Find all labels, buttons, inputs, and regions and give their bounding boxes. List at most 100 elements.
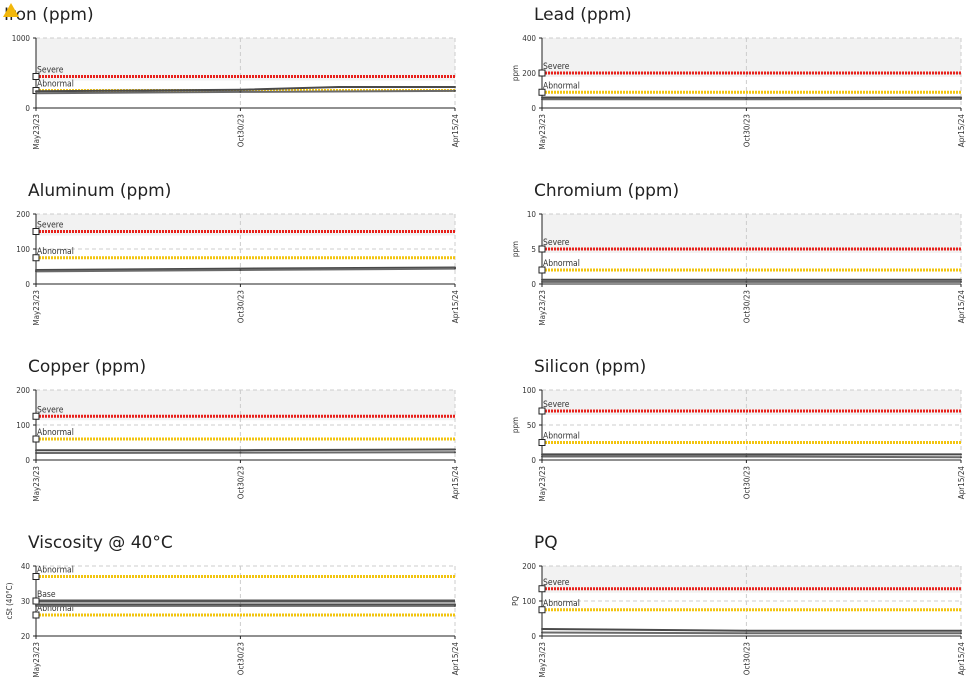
- limit-label: Severe: [37, 221, 64, 231]
- y-tick-label: 30: [21, 597, 31, 606]
- y-tick-label: 0: [25, 456, 30, 465]
- data-point: [745, 280, 748, 283]
- x-tick-label: Apr15/24: [957, 114, 966, 148]
- chart-title-text: Silicon (ppm): [534, 357, 647, 377]
- y-axis-label: ppm: [511, 241, 520, 257]
- x-tick-label: May23/23: [538, 290, 547, 326]
- chart-panel: Silicon (ppm) 0 50 100 ppm May23/23 Oct30/23 Ap…: [506, 354, 976, 514]
- data-point: [454, 89, 456, 92]
- chart-title: Aluminum (ppm): [28, 178, 171, 204]
- x-tick-label: May23/23: [538, 114, 547, 150]
- chart-title: PQ: [534, 530, 558, 556]
- data-point: [745, 632, 748, 635]
- chart-title-text: Viscosity @ 40°C: [28, 533, 173, 553]
- limit-label: Abnormal: [543, 599, 580, 609]
- y-axis-label: ppm: [511, 65, 520, 81]
- chart-panel: Lead (ppm) 0 200 400 ppm May23/23 Oct30/23 Apr1…: [506, 2, 976, 162]
- y-tick-label: 40: [21, 562, 31, 571]
- y-axis-label: ppm: [511, 417, 520, 433]
- y-axis-label: cSt (40°C): [5, 582, 14, 619]
- limit-label: Severe: [543, 238, 570, 248]
- data-series-line: [541, 631, 961, 635]
- data-point: [960, 632, 962, 635]
- y-tick-label: 0: [531, 456, 536, 465]
- limit-label: Abnormal: [543, 432, 580, 442]
- data-series-line: [541, 628, 961, 632]
- limit-label: Severe: [543, 62, 570, 72]
- severe-band: [36, 214, 455, 236]
- x-tick-label: May23/23: [538, 466, 547, 502]
- severe-band: [542, 390, 961, 415]
- limit-marker: [32, 228, 40, 235]
- data-point: [745, 453, 748, 456]
- x-tick-label: Oct30/23: [742, 290, 751, 323]
- limit-label: Severe: [543, 578, 570, 588]
- x-tick-label: Oct30/23: [742, 642, 751, 675]
- data-point: [35, 449, 37, 452]
- limit-marker: [538, 245, 546, 253]
- data-point: [541, 278, 543, 281]
- limit-marker: [538, 266, 546, 274]
- data-point: [239, 604, 242, 607]
- limit-marker: [538, 606, 546, 614]
- limit-marker: [538, 585, 546, 593]
- chart-svg: 0 1000 May23/23 Oct30/23 Apr15/24 Severe Abnor…: [12, 34, 460, 150]
- limit-marker: [538, 407, 546, 415]
- y-tick-label: 1000: [12, 34, 31, 43]
- limit-label: Severe: [37, 405, 64, 415]
- x-tick-label: May23/23: [32, 466, 41, 502]
- y-tick-label: 20: [21, 632, 31, 641]
- chart-panel: Viscosity @ 40°C 20 30 40 cSt (40°C) May23/23…: [0, 530, 470, 690]
- chart-title-text: Lead (ppm): [534, 5, 632, 25]
- limit-label: Severe: [37, 66, 64, 76]
- data-point: [541, 453, 543, 456]
- data-point: [745, 98, 748, 101]
- chart-title: Copper (ppm): [28, 354, 146, 380]
- data-point: [541, 98, 543, 101]
- y-axis-label: PQ: [511, 596, 520, 606]
- data-point: [541, 96, 543, 99]
- data-point: [454, 451, 456, 454]
- limit-marker: [32, 611, 40, 619]
- x-tick-label: May23/23: [32, 114, 41, 150]
- chart-title: Iron (ppm): [2, 2, 94, 28]
- data-point: [239, 88, 242, 91]
- y-tick-label: 200: [522, 69, 536, 78]
- chart-panel: Aluminum (ppm) 0 100 200 May23/23 Oct30/23 Apr…: [0, 178, 470, 338]
- limit-label: Abnormal: [543, 259, 580, 269]
- data-point: [541, 628, 543, 630]
- x-tick-label: Oct30/23: [742, 114, 751, 147]
- x-tick-label: Oct30/23: [236, 642, 245, 675]
- chart-title-text: Aluminum (ppm): [28, 181, 172, 201]
- limit-marker: [538, 88, 546, 96]
- data-point: [745, 629, 748, 632]
- data-point: [239, 90, 242, 93]
- limit-marker: [538, 69, 546, 77]
- x-tick-label: Apr15/24: [451, 642, 460, 676]
- data-point: [960, 453, 962, 456]
- chart-title: Lead (ppm): [534, 2, 632, 28]
- limit-label: Abnormal: [37, 247, 74, 257]
- severe-band: [542, 566, 961, 593]
- chart-title-text: Chromium (ppm): [534, 181, 680, 201]
- y-tick-label: 100: [522, 597, 536, 606]
- y-tick-label: 10: [527, 210, 537, 219]
- y-tick-label: 0: [531, 280, 536, 289]
- limit-marker: [32, 573, 40, 580]
- chart-title: Viscosity @ 40°C: [28, 530, 173, 556]
- limit-label: Abnormal: [37, 604, 74, 614]
- limit-marker: [32, 435, 40, 443]
- severe-band: [542, 38, 961, 77]
- limit-label: Abnormal: [37, 566, 74, 576]
- y-tick-label: 0: [531, 104, 536, 113]
- data-series-line: [36, 448, 456, 452]
- data-point: [745, 278, 748, 281]
- data-point: [454, 604, 456, 607]
- chart-title-text: Iron (ppm): [4, 5, 94, 25]
- chart-panel: Iron (ppm) 0 1000 May23/23 Oct30/23 Apr15/24 S…: [0, 2, 470, 162]
- data-point: [541, 280, 543, 283]
- chart-svg: 20 30 40 cSt (40°C) May23/23 Oct30/23 Apr15/24…: [5, 562, 460, 678]
- data-point: [35, 452, 37, 454]
- chart-title-text: PQ: [534, 533, 558, 553]
- chart-panel: Chromium (ppm) 0 5 10 ppm May23/23 Oct30/23 Apr…: [506, 178, 976, 338]
